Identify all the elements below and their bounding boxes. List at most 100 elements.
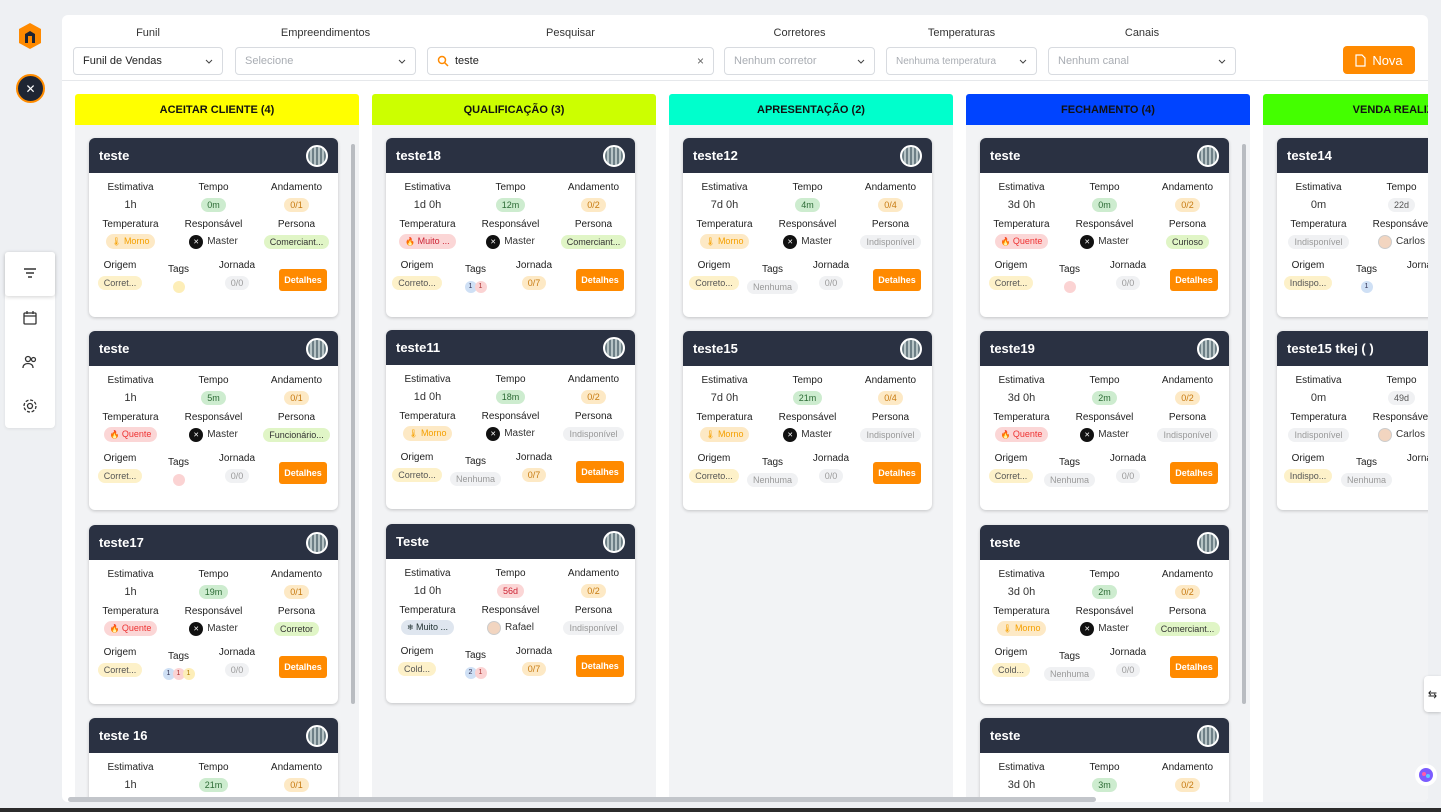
- detalhes-button[interactable]: Detalhes: [576, 461, 624, 483]
- jornada-label: Jornada: [1109, 453, 1147, 464]
- jornada-badge: 0/0: [818, 468, 844, 483]
- tempo-badge: 12m: [495, 197, 526, 212]
- scroll-thumb[interactable]: [68, 797, 1096, 802]
- lead-card[interactable]: teste Estimativa Tempo Andamento 3d 0h 3m 0/2: [980, 718, 1229, 802]
- responsavel-name: Master: [801, 429, 832, 440]
- tags-label: Tags: [1058, 264, 1081, 275]
- nav-calendar[interactable]: [5, 296, 55, 340]
- card-title: teste: [990, 728, 1021, 743]
- lead-card[interactable]: teste15 tkej ( )EstimativaTempoAndamento…: [1277, 331, 1428, 510]
- column-scrollbar[interactable]: [351, 144, 355, 704]
- thermometer-icon: 🌡: [1002, 624, 1015, 633]
- master-avatar-icon: ✕: [189, 234, 204, 249]
- andamento-label: Andamento: [864, 182, 917, 193]
- canais-select[interactable]: Nenhum canal: [1048, 47, 1236, 75]
- origem-label: Origem: [994, 260, 1028, 271]
- clear-search-icon[interactable]: ×: [696, 54, 704, 68]
- user-avatar[interactable]: ✕: [16, 74, 45, 103]
- assistant-icon[interactable]: [1415, 764, 1437, 786]
- snowflake-icon: ❄: [407, 623, 416, 632]
- detalhes-cell: Detalhes: [268, 452, 338, 494]
- andamento-cell: 0/4: [849, 195, 932, 214]
- tags-cell: Nenhuma: [448, 469, 503, 488]
- horizontal-scrollbar[interactable]: [64, 797, 1426, 802]
- nav-settings[interactable]: [5, 384, 55, 428]
- card-avatar: [603, 530, 625, 553]
- lead-card[interactable]: teste Estimativa Tempo Andamento 1h 5m 0/1 Temp…: [89, 331, 338, 510]
- detalhes-button[interactable]: Detalhes: [576, 655, 624, 677]
- nav-users[interactable]: [5, 340, 55, 384]
- master-avatar-icon: ✕: [1080, 427, 1095, 442]
- lead-card[interactable]: Teste Estimativa Tempo Andamento 1d 0h 56d 0/2…: [386, 524, 635, 703]
- lead-card[interactable]: teste11 Estimativa Tempo Andamento 1d 0h 18m 0…: [386, 330, 635, 509]
- andamento-label: Andamento: [567, 568, 620, 579]
- tags-col: Tags 2 1: [448, 645, 503, 687]
- persona-label: Persona: [574, 411, 613, 422]
- detalhes-button[interactable]: Detalhes: [1170, 269, 1218, 291]
- andamento-badge: 0/4: [878, 197, 903, 212]
- andamento-label: Andamento: [270, 182, 323, 193]
- side-toggle-tab[interactable]: ⇆: [1424, 676, 1441, 712]
- funil-select[interactable]: Funil de Vendas: [73, 47, 223, 75]
- lead-card[interactable]: teste 16 Estimativa Tempo Andamento 1h 21m 0/1: [89, 718, 338, 802]
- jornada-label: Jornada: [515, 260, 553, 271]
- lead-card[interactable]: teste15 Estimativa Tempo Andamento 7d 0h 21m 0…: [683, 331, 932, 510]
- thermometer-icon: 🌡: [705, 237, 718, 246]
- card-header: teste11: [386, 330, 635, 365]
- detalhes-button[interactable]: Detalhes: [279, 462, 327, 484]
- jornada-cell: 0/0: [800, 273, 862, 292]
- column-scrollbar[interactable]: [1242, 144, 1246, 704]
- tempo-badge: 18m: [495, 389, 526, 404]
- tempo-cell: 2m: [1063, 582, 1146, 601]
- lead-card[interactable]: teste12 Estimativa Tempo Andamento 7d 0h 4m 0/…: [683, 138, 932, 317]
- detalhes-button[interactable]: Detalhes: [279, 269, 327, 291]
- origem-cell: Corret...: [89, 660, 151, 679]
- jornada-badge: 0/7: [521, 661, 547, 676]
- responsavel-cell: ✕ Master: [172, 619, 255, 638]
- search-input[interactable]: teste ×: [427, 47, 714, 75]
- nova-button[interactable]: Nova: [1343, 46, 1415, 74]
- detalhes-button[interactable]: Detalhes: [1170, 462, 1218, 484]
- tags-col: Tags Nenhuma: [745, 452, 800, 494]
- lead-card[interactable]: teste19 Estimativa Tempo Andamento 3d 0h 2m 0/…: [980, 331, 1229, 510]
- corretores-select[interactable]: Nenhum corretor: [724, 47, 875, 75]
- app-logo-icon[interactable]: [17, 22, 43, 50]
- andamento-label: Andamento: [1161, 182, 1214, 193]
- temperatura-text: Indisponível: [1294, 236, 1343, 247]
- lead-card[interactable]: teste Estimativa Tempo Andamento 1h 0m 0/1 Temp…: [89, 138, 338, 317]
- estimativa-value: 7d 0h: [710, 198, 739, 211]
- detalhes-button[interactable]: Detalhes: [279, 656, 327, 678]
- responsavel-label: Responsável: [778, 219, 837, 230]
- persona-cell: Funcionário...: [255, 425, 338, 444]
- jornada-label: Jornada: [1406, 260, 1428, 271]
- lead-card[interactable]: teste Estimativa Tempo Andamento 3d 0h 2m 0/2 T…: [980, 525, 1229, 704]
- card-title: teste: [99, 341, 130, 356]
- origem-label: Origem: [697, 260, 731, 271]
- lead-card[interactable]: teste18 Estimativa Tempo Andamento 1d 0h 12m 0…: [386, 138, 635, 317]
- estimativa-value: 1d 0h: [413, 584, 442, 597]
- nav-funnel[interactable]: [5, 252, 55, 296]
- lead-card[interactable]: teste Estimativa Tempo Andamento 3d 0h 0m 0/2 T…: [980, 138, 1229, 317]
- andamento-label: Andamento: [1161, 569, 1214, 580]
- responsavel: ✕ Master: [486, 234, 535, 249]
- detalhes-button[interactable]: Detalhes: [873, 462, 921, 484]
- card-row-origin: Origem Corret... Tags Jornada 0/0 Detalhes: [89, 444, 338, 494]
- detalhes-button[interactable]: Detalhes: [576, 269, 624, 291]
- nova-label: Nova: [1372, 52, 1403, 68]
- detalhes-button[interactable]: Detalhes: [873, 269, 921, 291]
- detalhes-button[interactable]: Detalhes: [1170, 656, 1218, 678]
- card-row-times: Estimativa Tempo Andamento 1d 0h 56d 0/2: [386, 559, 635, 600]
- empreendimentos-select[interactable]: Selecione: [235, 47, 416, 75]
- andamento-label: Andamento: [1161, 375, 1214, 386]
- estimativa-label: Estimativa: [998, 182, 1045, 193]
- responsavel-label: Responsável: [481, 411, 540, 422]
- lead-card[interactable]: teste17 Estimativa Tempo Andamento 1h 19m 0/1 T…: [89, 525, 338, 704]
- lead-card[interactable]: teste14EstimativaTempoAndamento0m22dTemp…: [1277, 138, 1428, 317]
- card-header: teste: [980, 718, 1229, 753]
- persona-label: Persona: [1168, 219, 1207, 230]
- origem-badge: Cold...: [397, 661, 436, 676]
- thermometer-icon: 🌡: [705, 430, 718, 439]
- jornada-col: Jornada: [1394, 259, 1428, 301]
- temperaturas-select[interactable]: Nenhuma temperatura: [886, 47, 1037, 75]
